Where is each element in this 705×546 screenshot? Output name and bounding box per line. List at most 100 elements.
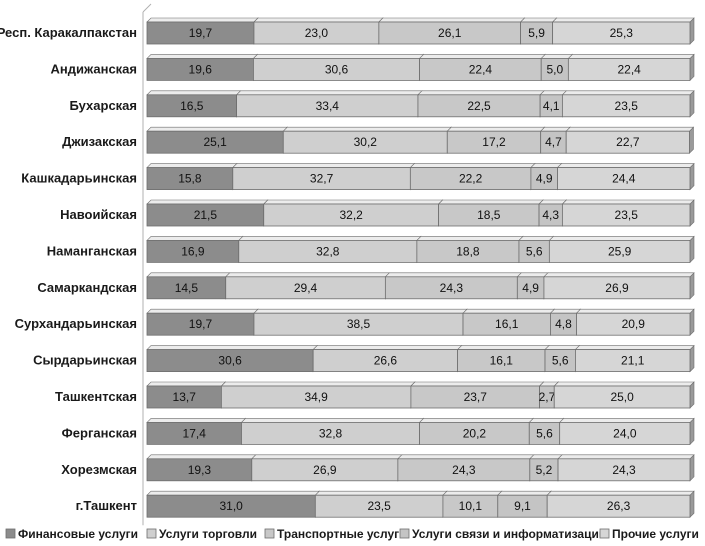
bar-segment: 22,4 [418, 53, 546, 82]
category-label: Сурхандарьинская [15, 316, 137, 331]
bar-segment-top [232, 163, 416, 168]
data-label: 25,0 [610, 390, 634, 404]
data-label: 32,8 [319, 426, 343, 440]
bar-segment-side [689, 417, 695, 446]
legend-item: Транспортные услуги [264, 527, 407, 541]
category-label: Наманганская [47, 243, 137, 258]
bar-segment-top [561, 199, 695, 205]
bar-segment: 19,7 [146, 308, 259, 336]
bar-segment: 32,8 [238, 235, 422, 264]
legend-swatch [399, 528, 410, 539]
data-label: 24,4 [612, 172, 636, 186]
data-label: 5,2 [536, 463, 553, 477]
data-label: 20,2 [463, 426, 487, 440]
bar-segment-top [146, 54, 259, 59]
bar-segment: 30,6 [146, 344, 318, 373]
bar-segment: 25,0 [553, 381, 695, 409]
data-label: 20,9 [622, 317, 646, 331]
bar-segment-top [556, 163, 695, 168]
bar-segment-top [558, 418, 695, 423]
data-label: 22,5 [467, 99, 491, 113]
legend-item: Услуги связи и информатизации [399, 527, 606, 541]
bar-segment-top [253, 17, 384, 23]
bar-segment-top [519, 17, 558, 23]
legend-swatch [264, 528, 275, 539]
bar-segment: 16,5 [146, 90, 242, 118]
data-label: 22,4 [469, 62, 493, 76]
data-label: 26,1 [438, 26, 462, 40]
data-label: 25,9 [608, 244, 632, 258]
data-label: 22,2 [459, 172, 483, 186]
bar-segment: 25,3 [551, 17, 695, 45]
data-label: 32,8 [316, 244, 340, 258]
bar-segment-side [689, 126, 694, 154]
bar-segment-face [548, 239, 691, 263]
bar-segment-top [146, 454, 257, 460]
bar-segment: 29,4 [225, 272, 391, 300]
bar-segment-top [543, 272, 695, 278]
bar-segment: 18,5 [437, 199, 544, 227]
bar-segment-top [146, 199, 269, 205]
category-label: Ташкентская [55, 389, 137, 404]
bar-segment-top [416, 236, 524, 241]
bars-layer: 19,7 23,0 26,1 5,9 25,3 19,6 30,6 22,4 5,0 22,4 16… [146, 17, 695, 518]
data-label: 10,1 [459, 499, 483, 513]
legend-label: Услуги связи и информатизации [412, 527, 606, 541]
bar-segment-top [516, 272, 549, 278]
bar-segment-top [446, 126, 546, 132]
bar-segment-face [576, 312, 691, 336]
bar-segment-top [146, 345, 318, 350]
bar-segment-top [378, 17, 526, 23]
bar-segment: 25,1 [146, 126, 289, 154]
data-label: 26,6 [374, 354, 398, 368]
bar-segment-top [253, 308, 468, 314]
category-label: Навоийская [60, 207, 137, 222]
bar-segment-side [689, 17, 695, 45]
bar-segment-face [553, 385, 691, 409]
data-label: 22,7 [616, 135, 640, 149]
data-label: 30,2 [354, 135, 378, 149]
bar-segment-top [528, 418, 565, 423]
data-label: 18,8 [456, 244, 480, 258]
data-label: 23,0 [305, 26, 329, 40]
bar-segment: 13,7 [146, 381, 227, 409]
category-label: Сырдарьинская [33, 353, 137, 368]
bar-segment-side [689, 90, 695, 118]
bar-segment-face [546, 494, 691, 518]
axis-layer [142, 3, 152, 526]
bar-segment-face [552, 21, 691, 45]
bar-segment-top [557, 454, 695, 460]
bar-segment: 16,9 [146, 235, 244, 264]
bar-segment-top [146, 126, 289, 132]
bar-segment-face [565, 130, 690, 154]
bar-segment: 20,9 [575, 308, 695, 336]
bar-segment: 23,5 [561, 90, 695, 118]
bar-segment-top [548, 236, 695, 241]
legend-item: Финансовые услуги [5, 527, 138, 541]
bar-segment-top [544, 345, 581, 350]
bar-segment-top [546, 490, 695, 496]
bar-segment-face [559, 421, 691, 445]
data-label: 30,6 [325, 62, 349, 76]
bar-segment-top [418, 54, 546, 59]
data-label: 17,2 [482, 135, 506, 149]
data-label: 31,0 [219, 499, 243, 513]
bar-segment: 32,2 [263, 199, 444, 227]
bar-segment: 4,9 [516, 272, 549, 300]
bar-segment-top [397, 454, 535, 460]
bar-segment-top [456, 345, 550, 350]
bar-segment: 20,2 [418, 417, 534, 446]
bar-segment: 23,5 [314, 490, 448, 518]
bar-segment-face [557, 458, 691, 482]
data-label: 14,5 [175, 281, 199, 295]
bar-segment: 31,0 [146, 490, 321, 518]
data-label: 23,5 [615, 208, 639, 222]
bar-segment-top [263, 199, 444, 205]
data-label: 25,3 [610, 26, 634, 40]
legend-item: Прочие услуги [599, 527, 699, 541]
legend-label: Транспортные услуги [277, 527, 407, 541]
bar-segment: 23,5 [561, 199, 695, 227]
bar-segment-top [146, 17, 259, 23]
data-label: 26,3 [607, 499, 631, 513]
bar-segment-top [442, 490, 503, 496]
